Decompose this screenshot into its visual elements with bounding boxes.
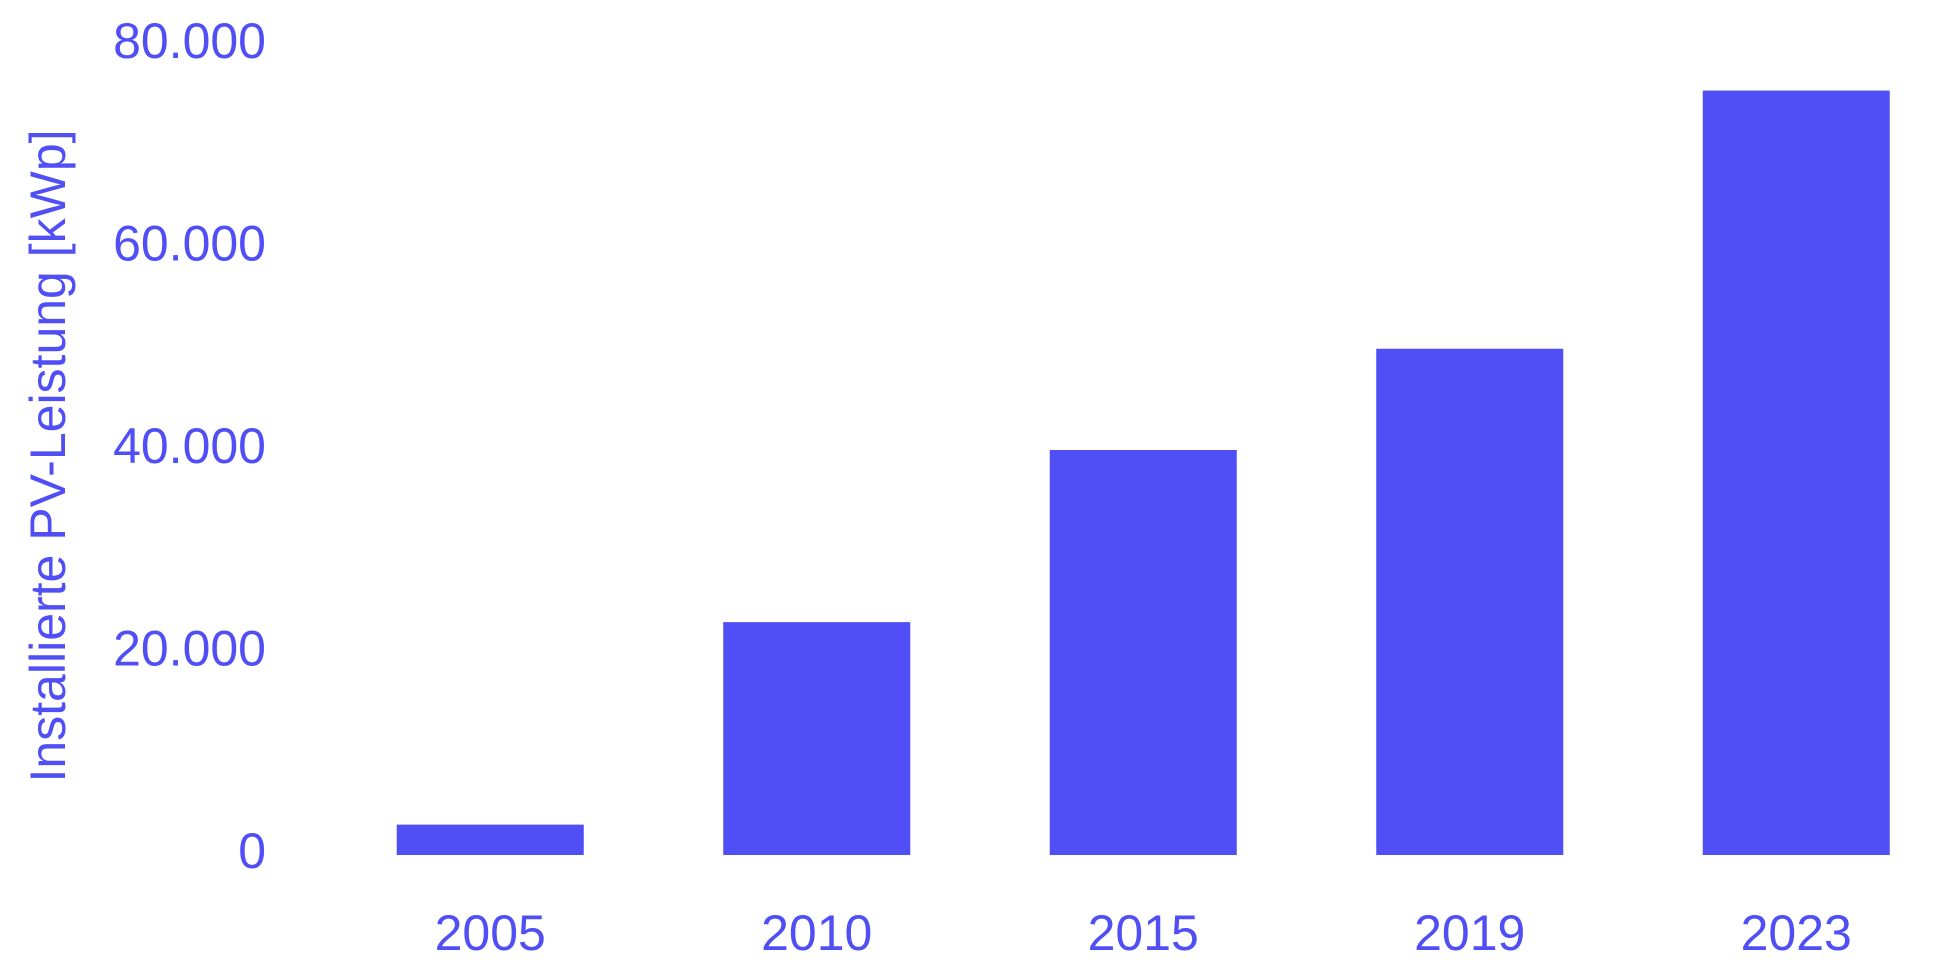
y-tick-label: 0 (238, 823, 266, 879)
bar (1376, 348, 1564, 855)
y-tick-label: 40.000 (113, 418, 266, 474)
bar (1702, 90, 1890, 855)
x-tick-label: 2023 (1741, 905, 1852, 961)
y-axis-label: Installierte PV-Leistung [kWp] (20, 129, 76, 782)
x-tick-label: 2019 (1414, 905, 1525, 961)
bar (396, 824, 584, 855)
y-tick-label: 20.000 (113, 621, 266, 677)
bar (723, 622, 911, 855)
x-tick-label: 2015 (1088, 905, 1199, 961)
bar (1049, 450, 1237, 855)
x-tick-label: 2005 (435, 905, 546, 961)
y-tick-label: 60.000 (113, 216, 266, 272)
x-tick-label: 2010 (761, 905, 872, 961)
y-tick-label: 80.000 (113, 13, 266, 69)
